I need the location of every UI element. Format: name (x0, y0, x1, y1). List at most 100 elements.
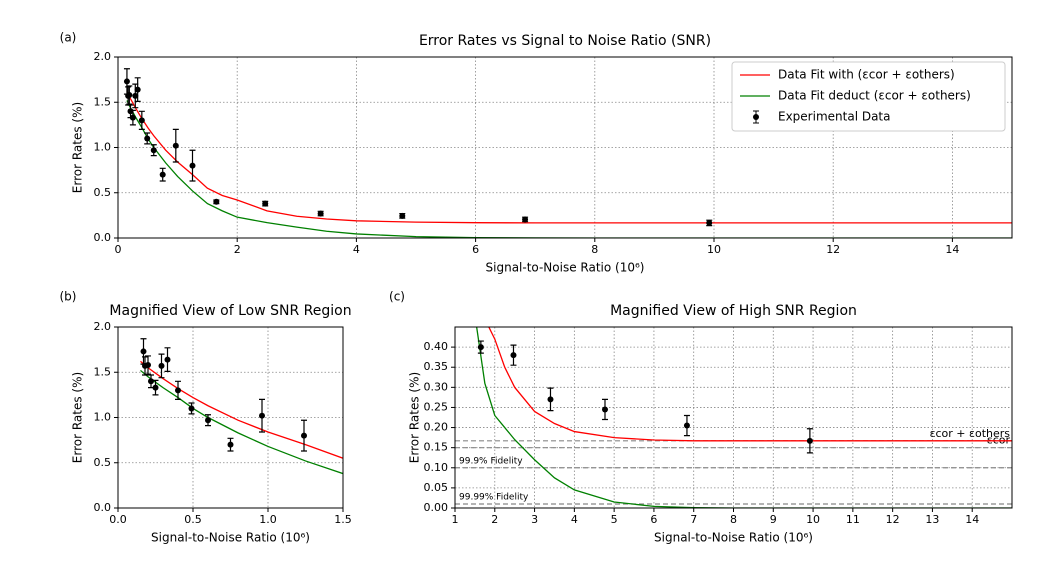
panel-label: (b) (60, 290, 77, 304)
x-tick-label: 0.5 (184, 513, 202, 526)
y-tick-label: 0.0 (94, 501, 112, 514)
data-point (301, 432, 307, 439)
y-tick-label: 1.5 (94, 95, 112, 108)
data-point (317, 210, 324, 217)
x-tick-label: 10 (707, 243, 721, 256)
y-tick-label: 0.15 (424, 441, 449, 454)
y-tick-label: 0.35 (424, 360, 449, 373)
data-point (132, 92, 139, 99)
y-tick-label: 0.20 (424, 421, 449, 434)
y-tick-label: 1.5 (94, 365, 112, 378)
legend-label: Data Fit deduct (εcor + εothers) (778, 89, 971, 103)
y-tick-label: 1.0 (94, 411, 112, 424)
data-point (262, 200, 269, 207)
panel-label: (a) (60, 31, 77, 45)
fit-line (126, 91, 1012, 224)
reference-label: 99.9% Fidelity (459, 456, 523, 466)
y-tick-label: 1.0 (94, 141, 112, 154)
reference-label: 99.99% Fidelity (459, 492, 529, 502)
y-tick-label: 0.5 (94, 186, 112, 199)
panel-label: (c) (389, 290, 405, 304)
y-tick-label: 0.25 (424, 400, 449, 413)
legend-box (731, 61, 1006, 132)
x-tick-label: 6 (472, 243, 479, 256)
x-axis-label: Signal-to-Noise Ratio (10⁶) (654, 531, 813, 545)
x-tick-label: 13 (925, 513, 939, 526)
y-tick-label: 2.0 (94, 50, 112, 63)
data-point (150, 147, 157, 154)
data-point (148, 378, 154, 385)
x-axis-label: Signal-to-Noise Ratio (10⁶) (151, 531, 310, 545)
x-tick-label: 3 (531, 513, 538, 526)
data-point (140, 348, 147, 355)
data-point (547, 396, 554, 403)
x-tick-label: 1.0 (259, 513, 277, 526)
fit-line (140, 360, 343, 459)
data-point (706, 219, 713, 226)
y-tick-label: 2.0 (94, 320, 112, 333)
x-tick-label: 7 (690, 513, 697, 526)
data-point (159, 171, 166, 178)
panel: (a) Error Rates vs Signal to Noise Ratio … (60, 31, 1013, 275)
data-point (164, 356, 171, 363)
y-tick-label: 0.05 (424, 481, 449, 494)
reference-label: εcor + εothers (930, 427, 1011, 440)
data-point (522, 216, 529, 223)
axes-frame (117, 56, 1013, 239)
x-tick-label: 8 (591, 243, 598, 256)
legend-label: Experimental Data (778, 110, 891, 124)
legend-label: Data Fit with (εcor + εothers) (778, 68, 955, 82)
data-point (189, 162, 196, 169)
data-point (188, 405, 195, 412)
x-tick-label: 2 (491, 513, 498, 526)
y-axis-label: Error Rates (%) (408, 372, 422, 463)
legend-symbol (753, 114, 759, 120)
x-tick-label: 0.0 (109, 513, 127, 526)
data-point (129, 114, 136, 121)
axes-frame (117, 326, 344, 509)
data-point (158, 362, 165, 369)
x-tick-label: 12 (826, 243, 840, 256)
x-tick-label: 14 (965, 513, 979, 526)
y-tick-label: 0.0 (94, 231, 112, 244)
data-point (259, 412, 265, 419)
data-point (138, 117, 145, 124)
fit-line (475, 327, 1012, 508)
x-tick-label: 9 (770, 513, 777, 526)
x-tick-label: 6 (650, 513, 657, 526)
data-point (152, 384, 159, 391)
data-point (145, 362, 151, 369)
panel: (c) Magnified View of High SNR Region Sign… (389, 290, 1013, 545)
data-point (399, 212, 406, 219)
data-point (510, 352, 517, 359)
y-tick-label: 0.5 (94, 456, 112, 469)
axes-frame (454, 326, 1013, 509)
x-tick-label: 0 (115, 243, 122, 256)
x-tick-label: 4 (571, 513, 578, 526)
data-point (172, 142, 179, 149)
chart-title: Error Rates vs Signal to Noise Ratio (SN… (419, 33, 711, 49)
x-tick-label: 14 (945, 243, 959, 256)
y-tick-label: 0.10 (424, 461, 449, 474)
x-tick-label: 2 (234, 243, 241, 256)
x-tick-label: 12 (886, 513, 900, 526)
data-point (126, 92, 133, 99)
data-point (213, 198, 220, 205)
y-tick-label: 0.40 (424, 340, 449, 353)
data-point (144, 135, 151, 142)
panel: (b) Magnified View of Low SNR Region Signa… (60, 290, 352, 545)
x-axis-label: Signal-to-Noise Ratio (10⁶) (486, 261, 645, 275)
chart-title: Magnified View of High SNR Region (610, 303, 857, 319)
y-axis-label: Error Rates (%) (71, 102, 85, 193)
data-point (227, 441, 234, 448)
fit-line (488, 327, 1012, 442)
data-point (477, 344, 484, 351)
x-tick-label: 1.5 (334, 513, 352, 526)
data-point (683, 422, 690, 429)
data-point (601, 406, 608, 413)
x-tick-label: 5 (611, 513, 618, 526)
x-tick-label: 8 (730, 513, 737, 526)
data-point (175, 387, 181, 394)
